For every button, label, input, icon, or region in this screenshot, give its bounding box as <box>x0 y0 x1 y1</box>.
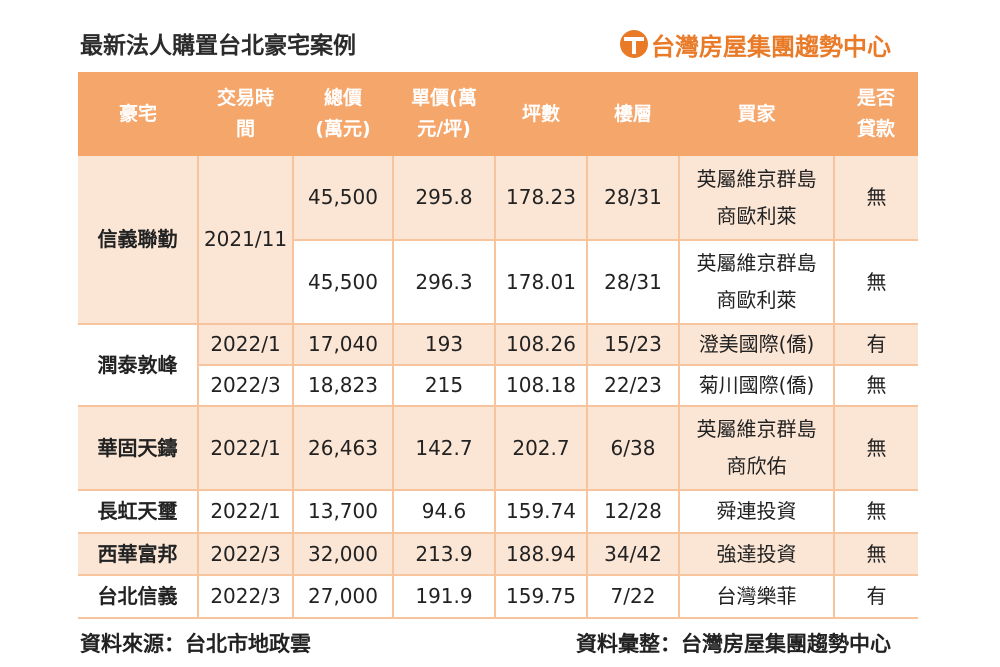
buyer-cell: 菊川國際(僑) <box>679 365 835 407</box>
total-cell: 13,700 <box>293 490 394 534</box>
floor-cell: 28/31 <box>587 156 680 241</box>
total-cell: 45,500 <box>293 156 394 241</box>
total-cell: 32,000 <box>293 533 394 576</box>
date-cell: 2022/1 <box>198 324 294 366</box>
house-cell: 台北信義 <box>78 575 199 619</box>
case-table: 豪宅 交易時間 總價 (萬元) 單價(萬 元/坪) 坪數 樓層 買家 是否 貸款 信義… <box>78 72 918 619</box>
brand-name: 台灣房屋集團趨勢中心 <box>651 32 891 61</box>
loan-cell: 無 <box>834 533 918 576</box>
house-cell: 西華富邦 <box>78 533 199 576</box>
page-title: 最新法人購置台北豪宅案例 <box>80 33 356 59</box>
floor-cell: 7/22 <box>587 575 680 619</box>
loan-cell: 無 <box>834 365 918 407</box>
date-cell: 2022/3 <box>198 533 294 576</box>
loan-cell: 有 <box>834 575 918 619</box>
loan-cell: 無 <box>834 406 918 491</box>
total-cell: 18,823 <box>293 365 394 407</box>
unit-cell: 296.3 <box>393 240 496 325</box>
loan-cell: 有 <box>834 324 918 366</box>
date-cell: 2022/3 <box>198 365 294 407</box>
source-note: 資料來源：台北市地政雲 <box>80 632 311 656</box>
unit-cell: 94.6 <box>393 490 496 534</box>
area-cell: 108.18 <box>495 365 588 407</box>
header-loan: 是否 貸款 <box>834 72 918 156</box>
total-cell: 26,463 <box>293 406 394 491</box>
buyer-cell: 強達投資 <box>679 533 835 576</box>
loan-cell: 無 <box>834 490 918 534</box>
total-cell: 45,500 <box>293 240 394 325</box>
floor-cell: 15/23 <box>587 324 680 366</box>
total-cell: 27,000 <box>293 575 394 619</box>
loan-cell: 無 <box>834 156 918 241</box>
table-row: 45,500 296.3 178.01 28/31 英屬維京群島 商歐利萊 無 <box>78 240 918 325</box>
floor-cell: 12/28 <box>587 490 680 534</box>
area-cell: 159.75 <box>495 575 588 619</box>
house-cell: 潤泰敦峰 <box>78 324 199 407</box>
date-cell: 2022/1 <box>198 490 294 534</box>
date-cell: 2022/1 <box>198 406 294 491</box>
table-row: 華固天鑄 2022/1 26,463 142.7 202.7 6/38 英屬維京… <box>78 406 918 491</box>
floor-cell: 34/42 <box>587 533 680 576</box>
buyer-cell: 英屬維京群島 商欣佑 <box>679 406 835 491</box>
area-cell: 202.7 <box>495 406 588 491</box>
header-buyer: 買家 <box>679 72 834 156</box>
area-cell: 188.94 <box>495 533 588 576</box>
total-cell: 17,040 <box>293 324 394 366</box>
buyer-cell: 台灣樂菲 <box>679 575 835 619</box>
table-row: 2022/3 18,823 215 108.18 22/23 菊川國際(僑) 無 <box>78 365 918 407</box>
table-row: 台北信義 2022/3 27,000 191.9 159.75 7/22 台灣樂… <box>78 575 918 619</box>
house-cell: 長虹天璽 <box>78 490 199 534</box>
area-cell: 178.23 <box>495 156 588 241</box>
unit-cell: 213.9 <box>393 533 496 576</box>
unit-cell: 215 <box>393 365 496 407</box>
buyer-cell: 英屬維京群島 商歐利萊 <box>679 240 835 325</box>
area-cell: 178.01 <box>495 240 588 325</box>
header-date: 交易時間 <box>198 72 293 156</box>
header-area: 坪數 <box>495 72 587 156</box>
house-cell: 華固天鑄 <box>78 406 199 491</box>
brand: 台灣房屋集團趨勢中心 <box>619 24 891 64</box>
compiled-note: 資料彙整：台灣房屋集團趨勢中心 <box>576 632 891 656</box>
buyer-cell: 澄美國際(僑) <box>679 324 835 366</box>
floor-cell: 28/31 <box>587 240 680 325</box>
area-cell: 159.74 <box>495 490 588 534</box>
brand-logo-icon <box>619 29 649 59</box>
table-header: 豪宅 交易時間 總價 (萬元) 單價(萬 元/坪) 坪數 樓層 買家 是否 貸款 <box>78 72 918 156</box>
table-row: 西華富邦 2022/3 32,000 213.9 188.94 34/42 強達… <box>78 533 918 576</box>
buyer-cell: 英屬維京群島 商歐利萊 <box>679 156 835 241</box>
house-cell: 信義聯勤 <box>78 156 199 325</box>
floor-cell: 22/23 <box>587 365 680 407</box>
unit-cell: 191.9 <box>393 575 496 619</box>
table-row: 潤泰敦峰 2022/1 17,040 193 108.26 15/23 澄美國際… <box>78 324 918 407</box>
header-house: 豪宅 <box>78 72 198 156</box>
area-cell: 108.26 <box>495 324 588 366</box>
date-cell: 2021/11 <box>198 156 294 325</box>
header-floor: 樓層 <box>587 72 679 156</box>
table-row: 長虹天璽 2022/1 13,700 94.6 159.74 12/28 舜連投… <box>78 490 918 534</box>
unit-cell: 193 <box>393 324 496 366</box>
unit-cell: 295.8 <box>393 156 496 241</box>
floor-cell: 6/38 <box>587 406 680 491</box>
header-total: 總價 (萬元) <box>293 72 393 156</box>
buyer-cell: 舜連投資 <box>679 490 835 534</box>
loan-cell: 無 <box>834 240 918 325</box>
header-unit: 單價(萬 元/坪) <box>393 72 495 156</box>
unit-cell: 142.7 <box>393 406 496 491</box>
date-cell: 2022/3 <box>198 575 294 619</box>
table-row: 信義聯勤 2021/11 45,500 295.8 178.23 28/31 英… <box>78 156 918 325</box>
